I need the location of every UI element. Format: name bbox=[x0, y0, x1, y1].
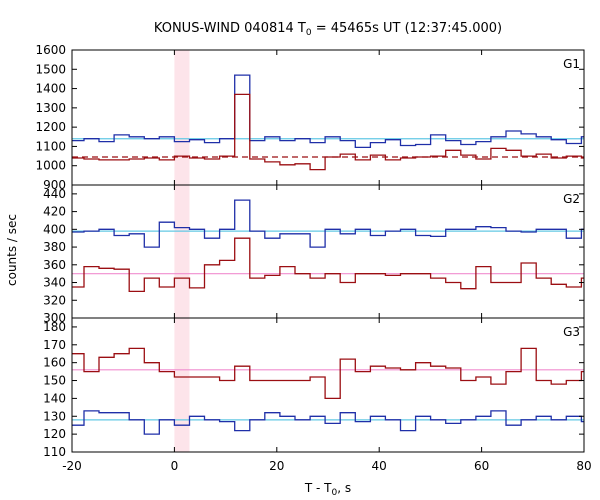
y-tick-label: 180 bbox=[43, 320, 66, 334]
x-tick-labels: -20 0 20 40 60 80 bbox=[62, 459, 591, 473]
y-tick-label: 300 bbox=[43, 311, 66, 325]
chart-title: KONUS-WIND 040814 T0 = 45465s UT (12:37:… bbox=[154, 21, 502, 38]
y-tick-label: 1000 bbox=[35, 159, 66, 173]
y-tick-label: 380 bbox=[43, 240, 66, 254]
series-red bbox=[72, 347, 584, 400]
highlight-band bbox=[174, 50, 190, 185]
y-tick-label: 900 bbox=[43, 178, 66, 192]
series-line bbox=[72, 93, 584, 171]
series-blue bbox=[72, 74, 584, 149]
y-tick-label: 130 bbox=[43, 409, 66, 423]
panel-g2: 300 320 340 360 380 400 420 440 G2 bbox=[43, 184, 585, 325]
chart-title-rest: = 45465s UT (12:37:45.000) bbox=[312, 21, 502, 36]
series-blue bbox=[72, 410, 584, 435]
y-tick-label: 340 bbox=[43, 276, 66, 290]
panel-frame bbox=[71, 49, 585, 186]
panel-label: G2 bbox=[563, 192, 580, 206]
y-tick-label: 1400 bbox=[35, 82, 66, 96]
x-tick-label: 0 bbox=[171, 459, 179, 473]
panel-frame bbox=[71, 317, 585, 453]
x-tick-label: 60 bbox=[474, 459, 489, 473]
highlight-band bbox=[174, 185, 190, 318]
y-tick-label: 320 bbox=[43, 293, 66, 307]
y-tick-label: 170 bbox=[43, 338, 66, 352]
y-tick-label: 110 bbox=[43, 445, 66, 459]
x-tick-label: 40 bbox=[372, 459, 387, 473]
y-tick-label: 400 bbox=[43, 222, 66, 236]
y-tick-label: 420 bbox=[43, 205, 66, 219]
x-tick-label: 80 bbox=[576, 459, 591, 473]
y-axis-label: counts / sec bbox=[5, 214, 19, 286]
y-tick-label: 160 bbox=[43, 356, 66, 370]
y-tick-label: 140 bbox=[43, 391, 66, 405]
y-tick-label: 1500 bbox=[35, 62, 66, 76]
series-blue bbox=[72, 199, 584, 248]
y-tick-label: 1200 bbox=[35, 120, 66, 134]
x-tick-label: -20 bbox=[62, 459, 82, 473]
panels: 9001000110012001300140015001600G13003203… bbox=[35, 43, 591, 473]
panel-g3: 110 120 130 140 150 160 170 180 G3 bbox=[43, 317, 585, 459]
panel-label: G3 bbox=[563, 325, 580, 339]
chart-title-subscript: 0 bbox=[306, 28, 312, 38]
x-tick-label: 20 bbox=[269, 459, 284, 473]
y-tick-label: 1600 bbox=[35, 43, 66, 57]
panel-label: G1 bbox=[563, 57, 580, 71]
x-axis-label: T - T0, s bbox=[304, 481, 351, 498]
series-line bbox=[72, 347, 584, 400]
y-tick-label: 120 bbox=[43, 427, 66, 441]
x-axis-label-subscript: 0 bbox=[332, 488, 338, 498]
series-red bbox=[72, 237, 584, 293]
x-axis-label-rest: , s bbox=[337, 481, 351, 495]
y-tick-label: 1300 bbox=[35, 101, 66, 115]
series-line bbox=[72, 199, 584, 248]
series-red bbox=[72, 93, 584, 171]
y-tick-label: 1100 bbox=[35, 139, 66, 153]
panel-g1: 900 1000 1100 1200 1300 1400 1500 1600 G1 bbox=[35, 43, 585, 192]
highlight-band bbox=[174, 318, 190, 452]
series-line bbox=[72, 74, 584, 149]
series-line bbox=[72, 237, 584, 293]
y-tick-label: 150 bbox=[43, 374, 66, 388]
series-line bbox=[72, 410, 584, 435]
y-tick-label: 440 bbox=[43, 187, 66, 201]
panel-frame bbox=[71, 184, 585, 319]
y-tick-label: 360 bbox=[43, 258, 66, 272]
